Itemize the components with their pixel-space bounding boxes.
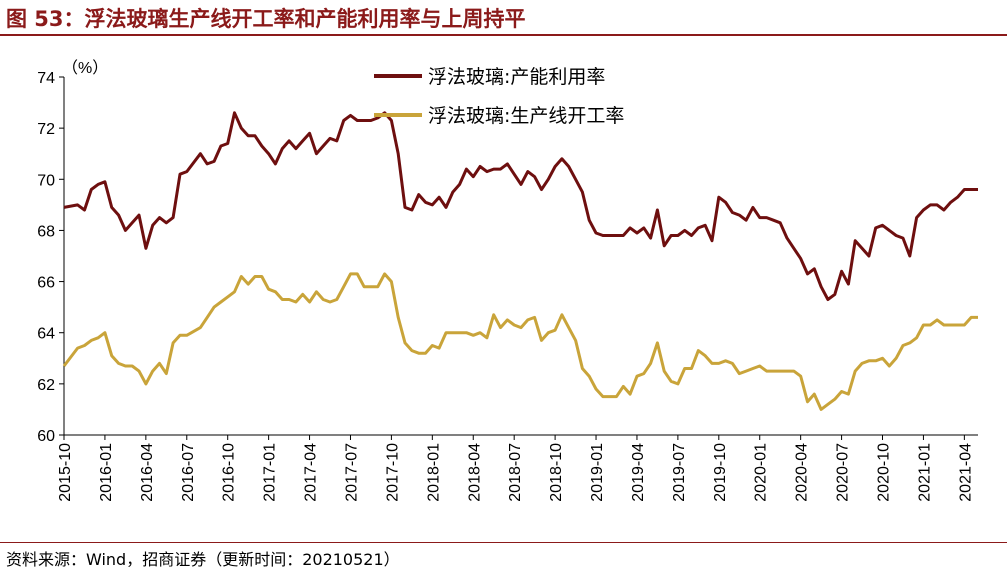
legend: 浮法玻璃:产能利用率 浮法玻璃:生产线开工率 <box>374 66 624 127</box>
x-ticks: 2015-10 2016-01 2016-04 2016-07 2016-10 2017-… <box>57 435 974 502</box>
x-tick-label: 2018-01 <box>425 443 442 502</box>
legend-label-series-1: 浮法玻璃:产能利用率 <box>428 66 605 88</box>
y-tick-label: 74 <box>37 70 55 87</box>
x-tick-label: 2018-10 <box>548 443 565 502</box>
x-tick-label: 2020-07 <box>835 443 852 502</box>
x-tick-label: 2019-07 <box>671 443 688 502</box>
x-tick-label: 2017-07 <box>343 443 360 502</box>
y-axis-unit: （%） <box>62 59 108 77</box>
y-ticks: 60 62 64 66 68 70 72 74 <box>37 70 64 445</box>
x-tick-label: 2016-01 <box>98 443 115 502</box>
y-tick-label: 62 <box>37 377 55 394</box>
x-tick-label: 2018-04 <box>466 443 483 502</box>
x-tick-label: 2016-07 <box>180 443 197 502</box>
x-tick-label: 2017-04 <box>303 443 320 502</box>
x-tick-label: 2020-04 <box>794 443 811 502</box>
source-note: 资料来源：Wind，招商证券（更新时间：20210521） <box>6 550 400 569</box>
series-lines <box>62 111 978 411</box>
series-line-1 <box>63 111 978 301</box>
footer-divider <box>0 542 1007 543</box>
y-tick-label: 60 <box>37 428 55 445</box>
x-tick-label: 2017-10 <box>384 443 401 502</box>
y-tick-label: 70 <box>37 172 55 189</box>
chart-title: 图 53：浮法玻璃生产线开工率和产能利用率与上周持平 <box>6 7 526 31</box>
x-tick-label: 2015-10 <box>57 443 74 502</box>
chart-axes <box>63 77 978 436</box>
x-tick-label: 2016-04 <box>139 443 156 502</box>
legend-label-series-2: 浮法玻璃:生产线开工率 <box>428 105 624 127</box>
y-tick-label: 72 <box>37 121 55 138</box>
x-tick-label: 2016-10 <box>221 443 238 502</box>
x-tick-label: 2021-04 <box>957 443 974 502</box>
x-tick-label: 2020-10 <box>876 443 893 502</box>
x-tick-label: 2020-01 <box>753 443 770 502</box>
y-tick-label: 68 <box>37 223 55 240</box>
x-tick-label: 2019-04 <box>630 443 647 502</box>
title-divider <box>0 34 1007 36</box>
x-tick-label: 2019-10 <box>712 443 729 502</box>
x-tick-label: 2017-01 <box>262 443 279 502</box>
x-tick-label: 2021-01 <box>916 443 933 502</box>
title-bar: 图 53：浮法玻璃生产线开工率和产能利用率与上周持平 <box>0 0 1007 36</box>
x-tick-label: 2018-07 <box>507 443 524 502</box>
x-tick-label: 2019-01 <box>589 443 606 502</box>
y-tick-label: 66 <box>37 275 55 292</box>
series-line-2 <box>62 272 978 411</box>
y-tick-label: 64 <box>37 326 55 343</box>
